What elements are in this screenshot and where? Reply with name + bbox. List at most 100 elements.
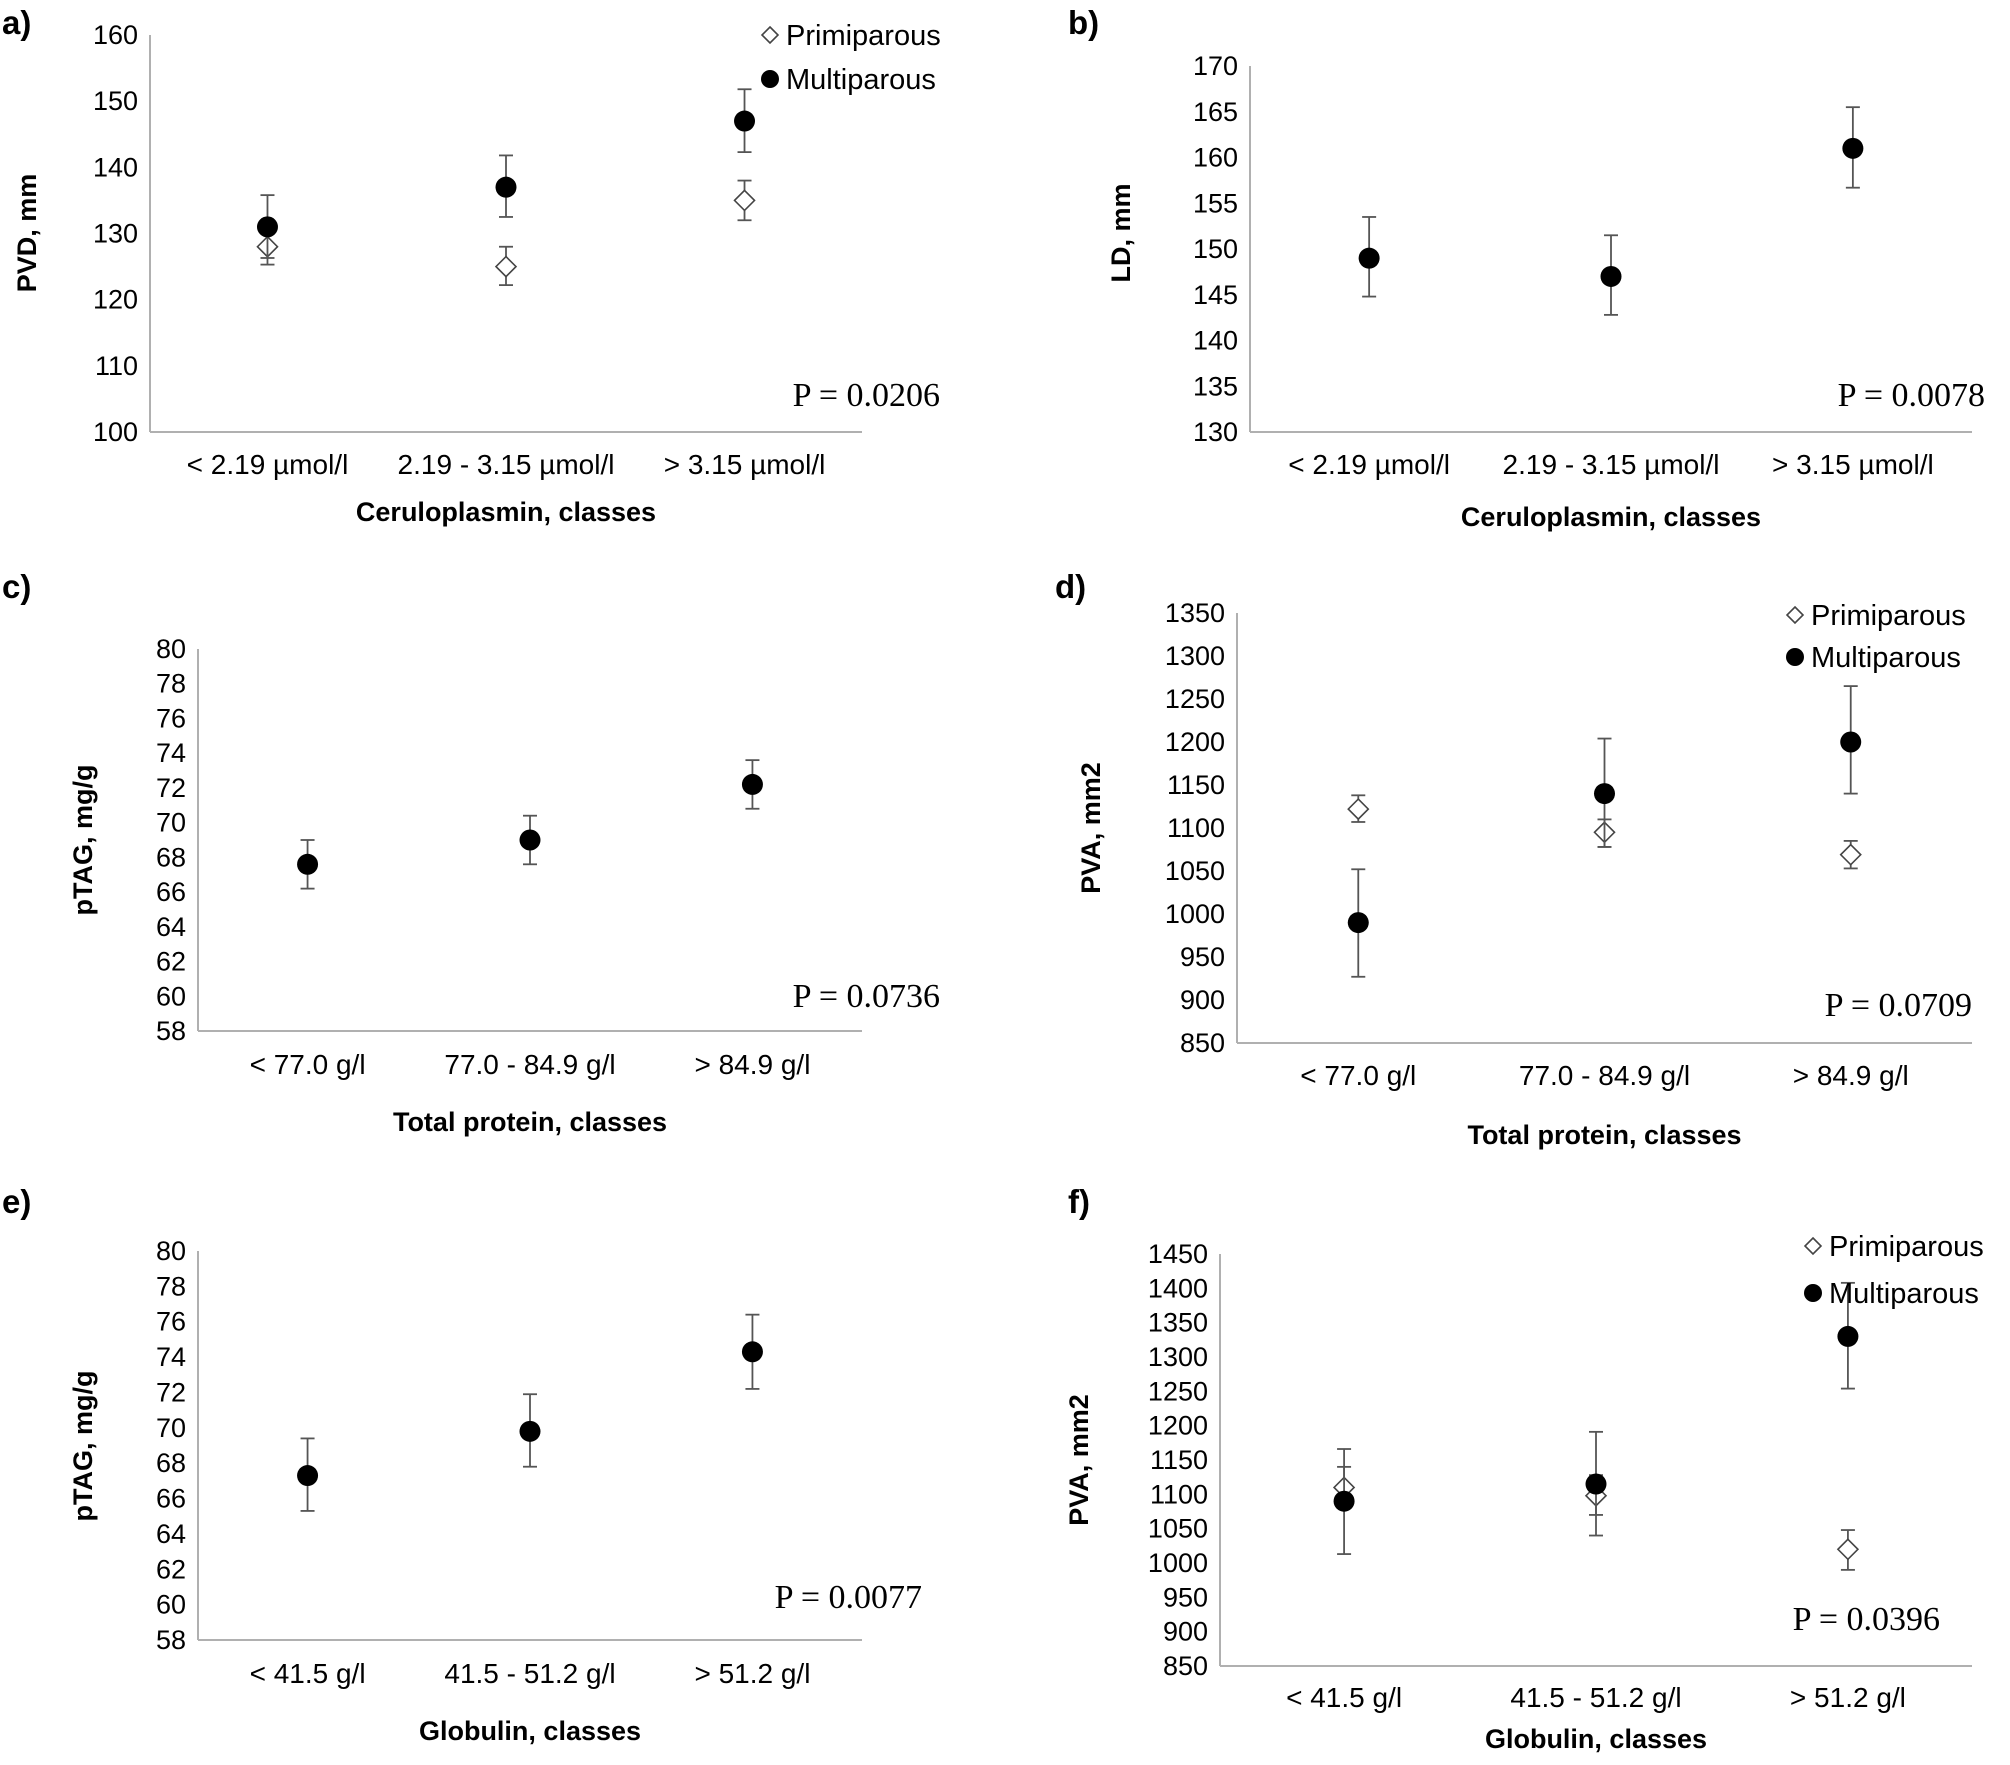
y-tick-label: 1000 bbox=[1148, 1548, 1208, 1578]
y-tick-label: 76 bbox=[156, 703, 186, 733]
data-point-multiparous bbox=[1842, 137, 1864, 159]
y-tick-label: 64 bbox=[156, 912, 186, 942]
y-tick-label: 950 bbox=[1180, 942, 1225, 972]
data-point-multiparous bbox=[297, 853, 319, 875]
y-tick-label: 100 bbox=[93, 417, 138, 447]
y-axis-title: pTAG, mg/g bbox=[68, 765, 98, 916]
y-tick-label: 70 bbox=[156, 808, 186, 838]
y-tick-label: 155 bbox=[1193, 188, 1238, 218]
y-tick-label: 74 bbox=[156, 738, 186, 768]
legend-multiparous-icon bbox=[1786, 648, 1804, 666]
x-tick-label: < 41.5 g/l bbox=[1286, 1682, 1402, 1713]
data-point-primiparous bbox=[494, 255, 518, 278]
y-tick-label: 1250 bbox=[1165, 684, 1225, 714]
x-tick-label: 41.5 - 51.2 g/l bbox=[1510, 1682, 1681, 1713]
x-tick-label: 77.0 - 84.9 g/l bbox=[444, 1049, 615, 1080]
data-point-multiparous bbox=[1585, 1473, 1607, 1495]
y-tick-label: 60 bbox=[156, 981, 186, 1011]
data-point-multiparous bbox=[1333, 1490, 1355, 1512]
data-point-multiparous bbox=[1594, 783, 1615, 805]
legend-label: Multiparous bbox=[1829, 1278, 1979, 1310]
y-tick-label: 140 bbox=[93, 152, 138, 182]
y-tick-label: 160 bbox=[93, 20, 138, 50]
y-tick-label: 170 bbox=[1193, 51, 1238, 81]
y-tick-label: 74 bbox=[156, 1342, 186, 1372]
panel-label: d) bbox=[1055, 568, 1086, 605]
legend-multiparous-icon bbox=[1804, 1284, 1822, 1302]
y-tick-label: 110 bbox=[95, 351, 138, 381]
y-tick-label: 160 bbox=[1193, 143, 1238, 173]
y-tick-label: 76 bbox=[156, 1307, 186, 1337]
x-tick-label: 2.19 - 3.15 µmol/l bbox=[1503, 449, 1720, 480]
data-point-multiparous bbox=[519, 1420, 541, 1442]
legend-primiparous-icon bbox=[760, 25, 780, 45]
y-tick-label: 66 bbox=[156, 1484, 186, 1514]
y-tick-label: 72 bbox=[156, 1377, 186, 1407]
x-tick-label: < 77.0 g/l bbox=[250, 1049, 366, 1080]
data-point-multiparous bbox=[1347, 912, 1369, 934]
y-tick-label: 165 bbox=[1193, 97, 1238, 127]
data-point-multiparous bbox=[741, 1341, 763, 1363]
y-tick-label: 1350 bbox=[1165, 598, 1225, 628]
y-tick-label: 78 bbox=[156, 669, 186, 699]
y-tick-label: 1450 bbox=[1148, 1239, 1208, 1269]
y-tick-label: 1150 bbox=[1167, 770, 1225, 800]
panel-label: e) bbox=[2, 1183, 31, 1220]
legend-primiparous-icon bbox=[1785, 605, 1805, 625]
panel-label: b) bbox=[1068, 4, 1099, 41]
y-tick-label: 60 bbox=[156, 1590, 186, 1620]
x-tick-label: 41.5 - 51.2 g/l bbox=[444, 1658, 615, 1689]
y-tick-label: 80 bbox=[156, 634, 186, 664]
x-axis-title: Total protein, classes bbox=[1467, 1120, 1741, 1150]
y-tick-label: 900 bbox=[1163, 1617, 1208, 1647]
y-tick-label: 900 bbox=[1180, 985, 1225, 1015]
x-tick-label: > 84.9 g/l bbox=[1793, 1060, 1909, 1091]
data-point-multiparous bbox=[1837, 1325, 1859, 1347]
data-point-multiparous bbox=[1358, 247, 1380, 269]
chart-panel: e) 58 60 62 64 66 68 70 72 74 76 78 80 < 41.5 g/l 41.5… bbox=[2, 1183, 922, 1746]
y-axis-title: PVD, mm bbox=[12, 174, 42, 293]
legend-label: Primiparous bbox=[1811, 600, 1966, 632]
chart-panel: b) 130 135 140 145 150 155 160 165 170 < 2.19 µmol… bbox=[1068, 4, 1985, 532]
data-point-multiparous bbox=[495, 176, 517, 198]
data-point-multiparous bbox=[256, 216, 278, 238]
data-point-multiparous bbox=[519, 829, 541, 851]
y-tick-label: 58 bbox=[156, 1625, 186, 1655]
x-axis-title: Globulin, classes bbox=[1485, 1724, 1707, 1754]
panel-label: f) bbox=[1068, 1183, 1090, 1220]
y-tick-label: 1300 bbox=[1165, 641, 1225, 671]
p-value-annotation: P = 0.0077 bbox=[775, 1579, 922, 1616]
y-tick-label: 1400 bbox=[1148, 1273, 1208, 1303]
y-tick-label: 62 bbox=[156, 1554, 186, 1584]
y-tick-label: 1150 bbox=[1150, 1445, 1208, 1475]
panel-label: c) bbox=[2, 568, 31, 605]
x-tick-label: > 3.15 µmol/l bbox=[1772, 449, 1934, 480]
p-value-annotation: P = 0.0206 bbox=[793, 377, 940, 414]
y-tick-label: 1350 bbox=[1148, 1308, 1208, 1338]
x-tick-label: > 51.2 g/l bbox=[1790, 1682, 1906, 1713]
y-tick-label: 1100 bbox=[1167, 813, 1225, 843]
y-tick-label: 120 bbox=[93, 285, 138, 315]
y-tick-label: 78 bbox=[156, 1271, 186, 1301]
x-axis-title: Total protein, classes bbox=[393, 1107, 667, 1137]
y-tick-label: 1200 bbox=[1148, 1411, 1208, 1441]
data-point-multiparous bbox=[741, 773, 763, 795]
data-point-multiparous bbox=[1840, 731, 1862, 753]
x-axis-title: Globulin, classes bbox=[419, 1716, 641, 1746]
y-tick-label: 1300 bbox=[1148, 1342, 1208, 1372]
y-tick-label: 150 bbox=[1193, 234, 1238, 264]
y-tick-label: 1200 bbox=[1165, 727, 1225, 757]
y-tick-label: 850 bbox=[1180, 1028, 1225, 1058]
data-point-primiparous bbox=[1836, 1538, 1860, 1561]
y-tick-label: 1050 bbox=[1165, 856, 1225, 886]
y-tick-label: 950 bbox=[1163, 1582, 1208, 1612]
y-axis-title: PVA, mm2 bbox=[1064, 1394, 1094, 1526]
y-axis-title: PVA, mm2 bbox=[1076, 762, 1106, 894]
y-axis-title: pTAG, mg/g bbox=[68, 1371, 98, 1522]
y-tick-label: 1000 bbox=[1165, 899, 1225, 929]
data-point-multiparous bbox=[297, 1465, 319, 1487]
p-value-annotation: P = 0.0396 bbox=[1793, 1601, 1940, 1638]
x-tick-label: < 77.0 g/l bbox=[1300, 1060, 1416, 1091]
x-tick-label: 2.19 - 3.15 µmol/l bbox=[398, 449, 615, 480]
y-tick-label: 145 bbox=[1193, 280, 1238, 310]
